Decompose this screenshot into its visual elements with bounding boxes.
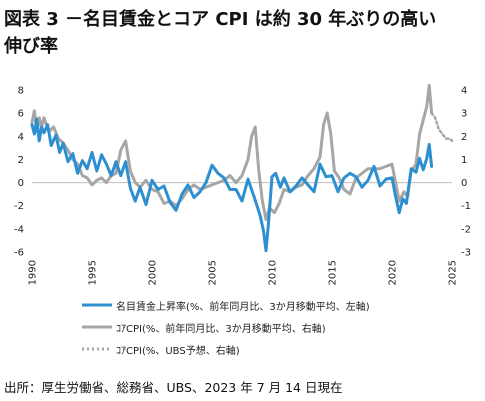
legend-label-core-cpi: ｺｱCPI(%、前年同月比、3か月移動平均、右軸) [116, 323, 326, 335]
legend-item-core-cpi: ｺｱCPI(%、前年同月比、3か月移動平均、右軸) [82, 316, 472, 338]
x-tick-1990: 1990 [28, 260, 39, 285]
legend-swatch-core-cpi-forecast [82, 345, 112, 353]
x-tick-2005: 2005 [208, 260, 219, 285]
x-tick-1995: 1995 [88, 260, 99, 285]
chart-title-line-2: 伸び率 [4, 36, 58, 57]
legend-swatch-wage [82, 301, 112, 309]
x-tick-2020: 2020 [388, 260, 399, 285]
x-tick-2025: 2025 [448, 260, 459, 285]
series-line-2 [430, 111, 454, 143]
legend: 名目賃金上昇率(%、前年同月比、3か月移動平均、左軸) ｺｱCPI(%、前年同月… [82, 294, 472, 360]
y-left-tick-4: 4 [18, 132, 24, 143]
y-left-tick-6: 6 [18, 109, 24, 120]
y-left-tick--4: -4 [14, 224, 24, 235]
legend-swatch-core-cpi [82, 323, 112, 331]
x-tick-2000: 2000 [148, 260, 159, 285]
line-chart: -6 -4 -2 0 2 4 6 8 -3 -2 -1 0 1 2 3 4 1990 1995 2000 2005 20… [14, 83, 471, 286]
y-left-tick--6: -6 [14, 248, 24, 259]
y-right-tick-0: 0 [461, 178, 467, 189]
y-right-tick-2: 2 [461, 132, 467, 143]
legend-label-wage: 名目賃金上昇率(%、前年同月比、3か月移動平均、左軸) [116, 301, 370, 313]
y-right-tick-1: 1 [461, 155, 467, 166]
chart-title-line-1: 図表 3 －名目賃金とコア CPI は約 30 年ぶりの高い [4, 9, 437, 30]
y-right-tick-4: 4 [461, 86, 467, 97]
y-left-tick-2: 2 [18, 155, 24, 166]
legend-item-core-cpi-forecast: ｺｱCPI(%、UBS予想、右軸) [82, 338, 472, 360]
x-tick-2010: 2010 [268, 260, 279, 285]
legend-item-wage: 名目賃金上昇率(%、前年同月比、3か月移動平均、左軸) [82, 294, 472, 316]
x-tick-2015: 2015 [328, 260, 339, 285]
y-left-tick-8: 8 [18, 86, 24, 97]
y-right-tick--2: -2 [461, 224, 471, 235]
chart-title: 図表 3 －名目賃金とコア CPI は約 30 年ぶりの高い 伸び率 [4, 6, 480, 60]
y-left-tick--2: -2 [14, 201, 24, 212]
legend-label-core-cpi-forecast: ｺｱCPI(%、UBS予想、右軸) [116, 345, 240, 357]
y-right-tick--1: -1 [461, 201, 471, 212]
series-line-0 [30, 117, 434, 253]
source-note: 出所：厚生労働省、総務省、UBS、2023 年 7 月 14 日現在 [4, 380, 343, 395]
y-left-tick-0: 0 [18, 178, 24, 189]
y-right-tick--3: -3 [461, 248, 471, 259]
y-right-tick-3: 3 [461, 109, 467, 120]
